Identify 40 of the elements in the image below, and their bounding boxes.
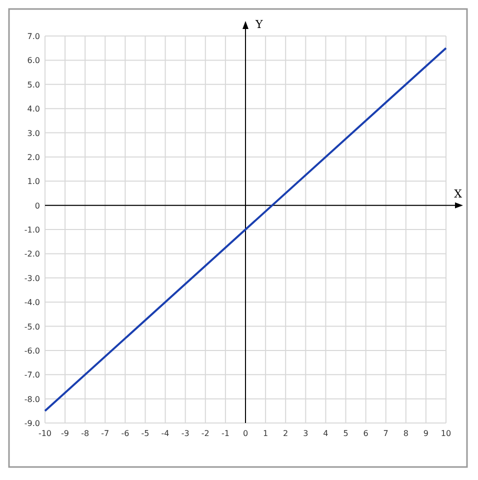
y-tick-label: -9.0: [24, 419, 40, 428]
x-tick-label: -10: [38, 429, 52, 438]
x-axis-title: X: [454, 187, 462, 200]
x-tick-label: 4: [323, 429, 328, 438]
x-tick-label: -4: [161, 429, 170, 438]
x-tick-label: 10: [440, 429, 452, 438]
y-tick-label: -8.0: [24, 394, 40, 404]
y-axis-title: Y: [254, 18, 264, 31]
y-tick-label: -4.0: [24, 298, 40, 308]
y-tick-label: -6.0: [24, 346, 40, 356]
x-tick-label: -5: [141, 429, 150, 438]
x-tick-label: -2: [201, 429, 210, 438]
x-tick-label: 9: [423, 429, 428, 438]
y-tick-label: 5.0: [27, 80, 40, 90]
y-tick-label: 4.0: [27, 104, 40, 114]
y-tick-label: -2.0: [24, 250, 40, 259]
y-tick-label: 3.0: [27, 128, 40, 138]
y-tick-label: -1.0: [24, 226, 40, 234]
x-tick-label: -3: [181, 429, 190, 438]
y-tick-label: 1.0: [27, 177, 40, 186]
x-tick-label: 3: [303, 429, 308, 438]
y-tick-label: 0: [34, 201, 40, 210]
x-tick-label: 2: [283, 429, 288, 438]
x-tick-label: 8: [403, 429, 408, 438]
x-tick-label: -7: [101, 429, 110, 438]
y-tick-label: -3.0: [24, 274, 40, 283]
y-tick-label: 6.0: [27, 56, 40, 66]
x-tick-label: 0: [242, 429, 248, 438]
x-tick-label: -8: [81, 429, 90, 438]
y-tick-label: -5.0: [24, 322, 40, 332]
y-tick-label: -7.0: [24, 370, 40, 380]
x-tick-label: 5: [343, 429, 348, 438]
x-tick-label: -1: [221, 429, 230, 438]
y-tick-label: 2.0: [27, 152, 40, 162]
x-tick-label: 1: [263, 429, 268, 438]
x-tick-label: 7: [383, 429, 388, 438]
x-tick-label: -6: [121, 429, 130, 438]
x-tick-label: -9: [61, 429, 70, 438]
y-tick-label: 7.0: [27, 32, 40, 41]
x-tick-label: 6: [363, 429, 368, 438]
